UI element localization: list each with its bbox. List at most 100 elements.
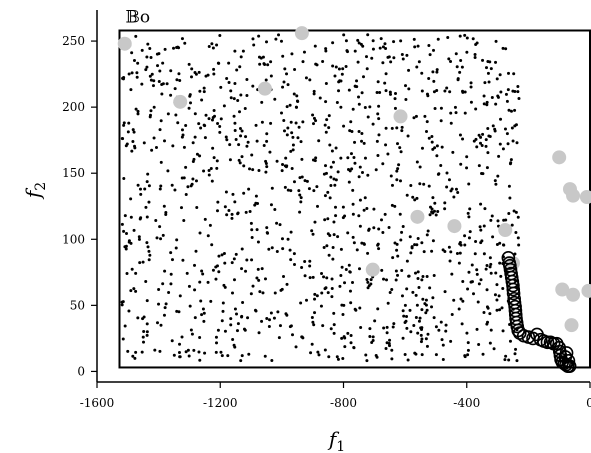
background-point	[365, 359, 369, 363]
background-point	[222, 104, 226, 108]
background-point	[484, 138, 488, 142]
background-point	[264, 170, 268, 174]
background-point	[136, 61, 140, 65]
background-point	[506, 142, 510, 146]
background-point	[351, 235, 355, 239]
background-point	[395, 242, 399, 246]
background-point	[186, 185, 190, 189]
background-point	[249, 221, 253, 225]
background-point	[159, 237, 163, 241]
background-point	[494, 60, 498, 64]
background-point	[122, 177, 126, 181]
background-point	[469, 81, 473, 85]
background-point	[169, 272, 173, 276]
background-point	[465, 331, 469, 335]
background-point	[130, 51, 134, 55]
background-point	[320, 272, 324, 276]
background-point	[414, 352, 418, 356]
background-point	[440, 338, 444, 342]
background-point	[477, 343, 481, 347]
background-point	[192, 348, 196, 352]
background-point	[322, 275, 326, 279]
background-point	[400, 294, 404, 298]
background-point	[304, 76, 308, 80]
background-point	[132, 228, 136, 232]
background-point	[409, 330, 413, 334]
background-point	[402, 314, 406, 318]
background-point	[514, 210, 518, 214]
background-point	[466, 211, 470, 215]
background-point	[159, 184, 163, 188]
background-point	[396, 167, 400, 171]
background-point	[330, 149, 334, 153]
background-point	[489, 67, 493, 71]
background-point	[423, 114, 427, 118]
background-point	[131, 354, 135, 358]
background-point	[444, 323, 448, 327]
background-point	[167, 290, 171, 294]
background-point	[222, 283, 226, 287]
background-point	[426, 94, 430, 98]
background-point	[455, 251, 459, 255]
background-point	[489, 328, 493, 332]
background-point	[467, 236, 471, 240]
background-point	[234, 138, 238, 142]
background-point	[164, 211, 168, 215]
background-point	[384, 72, 388, 76]
background-point	[330, 277, 334, 281]
background-point	[329, 175, 333, 179]
background-point	[140, 48, 144, 52]
background-point	[301, 60, 305, 64]
background-point	[434, 353, 438, 357]
background-point	[348, 289, 352, 293]
background-point	[508, 196, 512, 200]
background-point	[198, 231, 202, 235]
background-point	[273, 208, 277, 212]
background-point	[384, 346, 388, 350]
background-point	[391, 325, 395, 329]
background-point	[254, 309, 258, 313]
background-point	[157, 52, 161, 56]
x-ticks: -1600 -1200 -800 -400 0	[80, 382, 591, 410]
background-point	[412, 324, 416, 328]
background-point	[499, 117, 503, 121]
background-point	[347, 180, 351, 184]
background-point	[250, 236, 254, 240]
background-point	[251, 284, 255, 288]
background-point	[191, 177, 195, 181]
background-point	[336, 235, 340, 239]
background-point	[405, 259, 409, 263]
background-point	[155, 321, 159, 325]
background-point	[301, 120, 305, 124]
background-point	[420, 241, 424, 245]
background-point	[395, 126, 399, 130]
background-point	[270, 186, 274, 190]
background-point	[181, 258, 185, 262]
background-point	[405, 193, 409, 197]
background-point	[202, 86, 206, 90]
front-points	[501, 250, 577, 373]
background-point	[240, 129, 244, 133]
background-point	[337, 89, 341, 93]
background-point	[331, 257, 335, 261]
background-point	[332, 233, 336, 237]
background-point	[358, 306, 362, 310]
background-point	[473, 52, 477, 56]
background-point	[334, 214, 338, 218]
background-point	[203, 351, 207, 355]
background-point	[331, 245, 335, 249]
background-point	[184, 350, 188, 354]
y-tick-label: 200	[62, 100, 85, 114]
background-point	[223, 205, 227, 209]
background-point	[385, 331, 389, 335]
background-point	[357, 41, 361, 45]
background-point	[381, 162, 385, 166]
background-point	[419, 340, 423, 344]
background-point	[472, 292, 476, 296]
background-point	[349, 301, 353, 305]
background-point	[491, 235, 495, 239]
background-point	[132, 130, 136, 134]
background-point	[400, 129, 404, 133]
background-point	[337, 67, 341, 71]
background-point	[225, 138, 229, 142]
